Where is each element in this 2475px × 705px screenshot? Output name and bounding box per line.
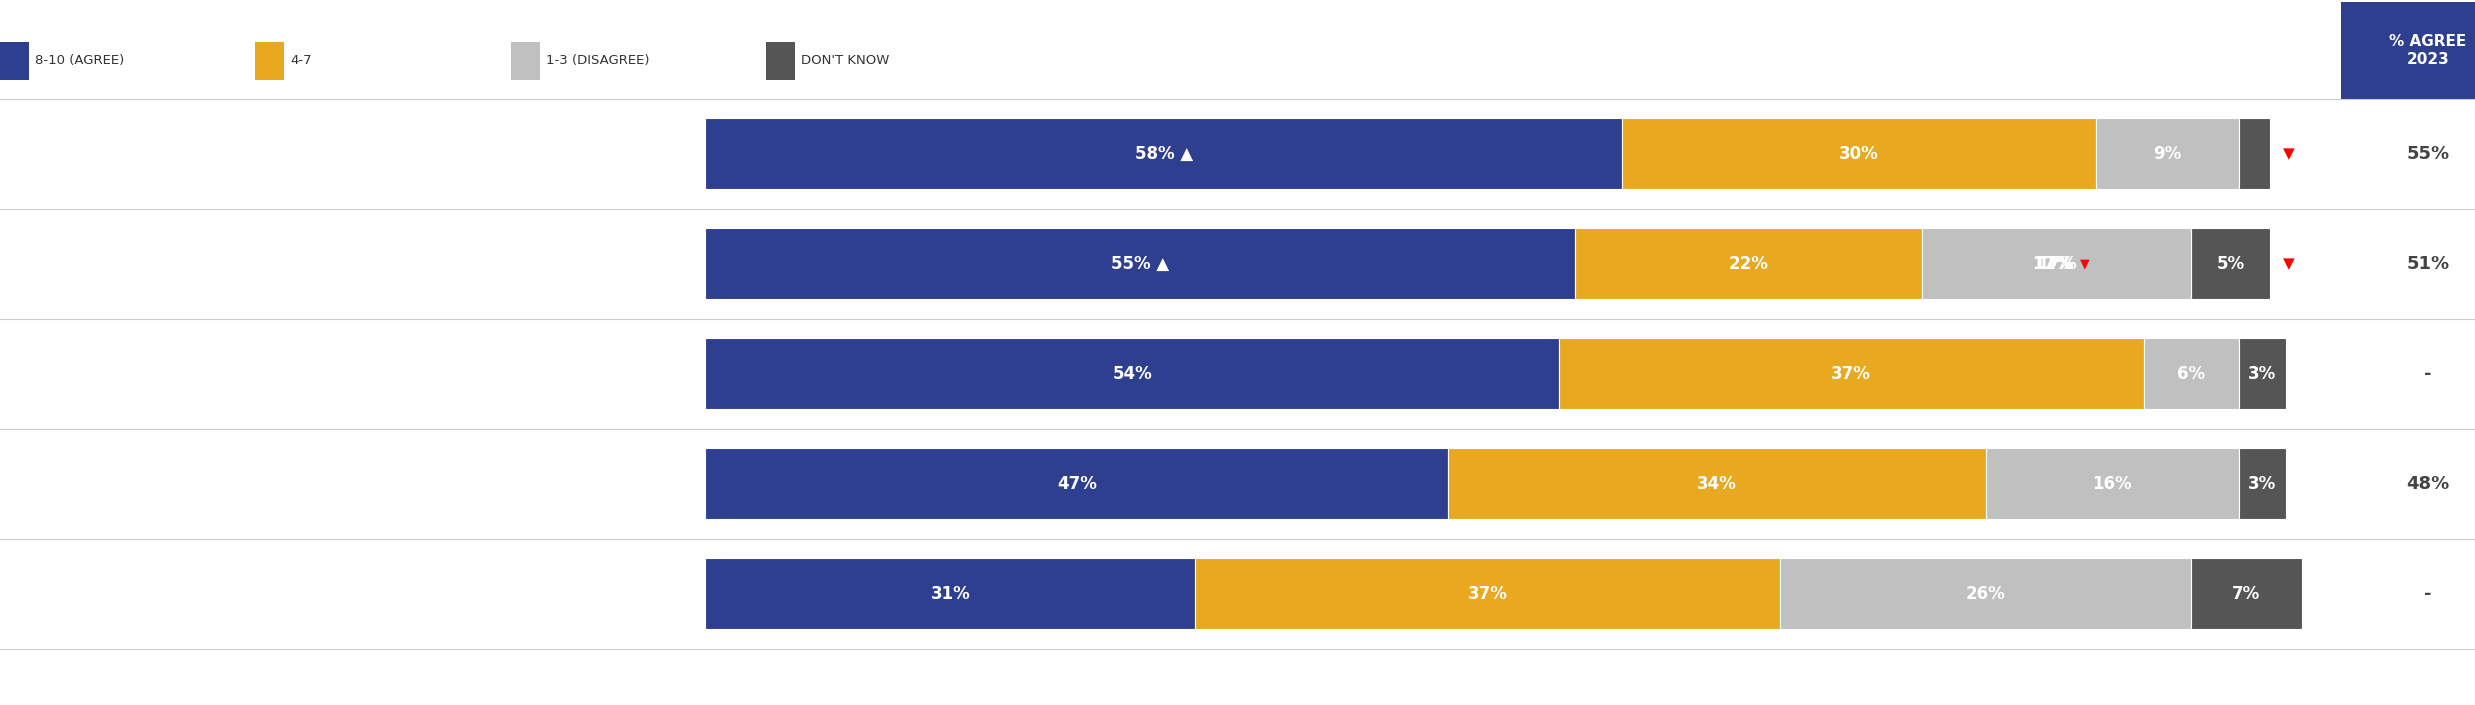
Bar bbox=[1780, 558, 2190, 630]
Bar bbox=[2190, 558, 2302, 630]
Bar bbox=[2096, 118, 2237, 190]
Text: 54%: 54% bbox=[1111, 364, 1151, 383]
Bar bbox=[705, 338, 1559, 410]
Text: 22%: 22% bbox=[1728, 255, 1770, 273]
Bar bbox=[1195, 558, 1780, 630]
Text: 34%: 34% bbox=[1698, 474, 1737, 493]
Text: 16%: 16% bbox=[2091, 474, 2131, 493]
Bar bbox=[1448, 448, 1985, 520]
Text: 55%: 55% bbox=[2406, 145, 2450, 163]
Bar bbox=[1923, 228, 2190, 300]
Text: 58% ▲: 58% ▲ bbox=[1134, 145, 1193, 163]
FancyBboxPatch shape bbox=[2341, 2, 2475, 99]
Text: 55% ▲: 55% ▲ bbox=[1111, 255, 1168, 273]
Bar bbox=[255, 42, 285, 80]
Bar bbox=[510, 42, 540, 80]
Text: 5%: 5% bbox=[2218, 255, 2245, 273]
Bar bbox=[2237, 338, 2287, 410]
Text: 37%: 37% bbox=[1468, 584, 1507, 603]
Text: 51%: 51% bbox=[2406, 255, 2450, 273]
Bar bbox=[705, 558, 1195, 630]
Text: 6%: 6% bbox=[2178, 364, 2205, 383]
Text: 31%: 31% bbox=[931, 584, 970, 603]
Text: 47%: 47% bbox=[1057, 474, 1096, 493]
Bar bbox=[1923, 228, 2190, 300]
Text: 17%: 17% bbox=[2032, 255, 2072, 273]
Text: 3%: 3% bbox=[2247, 364, 2277, 383]
Text: 30%: 30% bbox=[1839, 145, 1879, 163]
Bar bbox=[2190, 228, 2270, 300]
Bar bbox=[705, 118, 1621, 190]
Text: 37%: 37% bbox=[1832, 364, 1871, 383]
Text: 7%: 7% bbox=[2232, 584, 2260, 603]
Text: 1-3 (DISAGREE): 1-3 (DISAGREE) bbox=[547, 54, 648, 67]
Text: DON'T KNOW: DON'T KNOW bbox=[802, 54, 889, 67]
Text: 3%: 3% bbox=[2247, 474, 2277, 493]
Text: 8-10 (AGREE): 8-10 (AGREE) bbox=[35, 54, 124, 67]
Text: ▼: ▼ bbox=[2282, 256, 2294, 271]
Bar bbox=[0, 42, 30, 80]
Text: % AGREE
2023: % AGREE 2023 bbox=[2388, 34, 2468, 66]
Text: 4-7: 4-7 bbox=[290, 54, 312, 67]
Bar bbox=[2237, 118, 2270, 190]
Text: ▼: ▼ bbox=[2282, 146, 2294, 161]
Bar bbox=[2237, 448, 2287, 520]
Text: -: - bbox=[2423, 584, 2430, 603]
Bar bbox=[1985, 448, 2237, 520]
Bar bbox=[705, 448, 1448, 520]
Bar bbox=[1621, 118, 2096, 190]
Text: 26%: 26% bbox=[1965, 584, 2005, 603]
Text: -: - bbox=[2423, 364, 2430, 383]
Bar bbox=[705, 228, 1574, 300]
Text: 48%: 48% bbox=[2406, 474, 2450, 493]
Bar bbox=[2143, 338, 2237, 410]
Bar bbox=[767, 42, 794, 80]
Text: 17%: 17% bbox=[2037, 255, 2077, 273]
Bar bbox=[1574, 228, 1923, 300]
Text: ▼: ▼ bbox=[2081, 257, 2089, 270]
Text: 9%: 9% bbox=[2153, 145, 2180, 163]
Text: 17%: 17% bbox=[2034, 255, 2079, 273]
Bar bbox=[1559, 338, 2143, 410]
